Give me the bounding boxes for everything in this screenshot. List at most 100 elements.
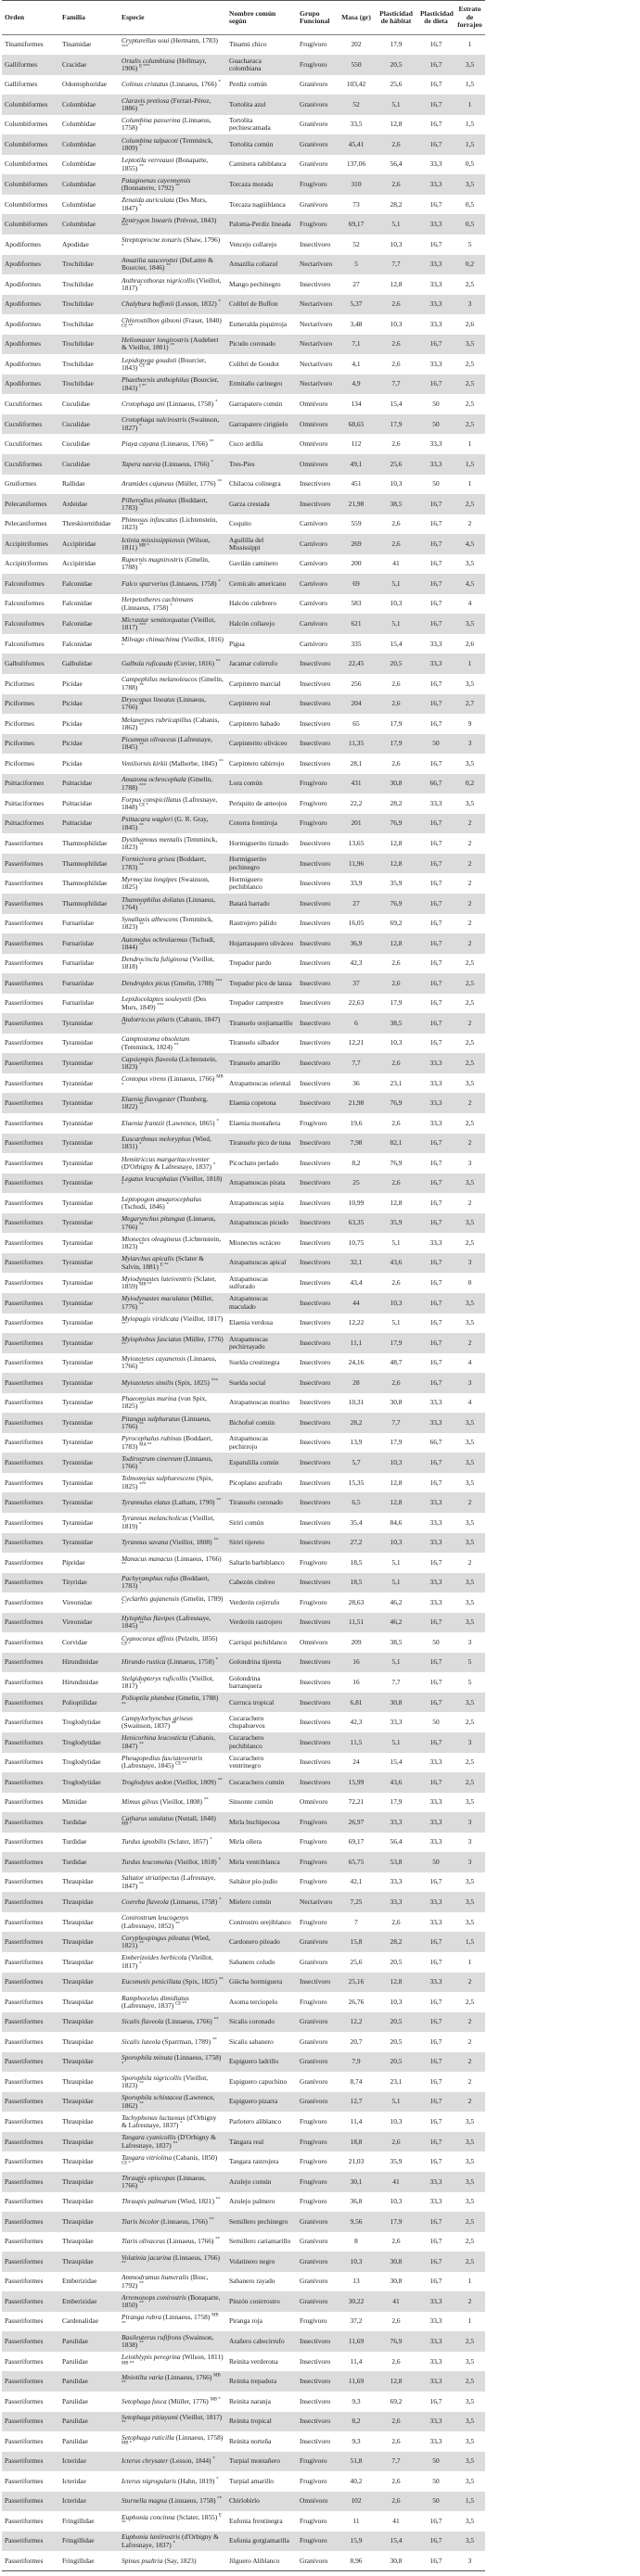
diet-plasticity-cell: 16,7 [429, 699, 442, 708]
species-cell: Tapera naevia (Linnaeus, 1766) * [119, 454, 226, 475]
species-marks: * [122, 1182, 124, 1187]
species-cell: Chlorostilbon gibsoni (Fraser, 1840) CE … [119, 314, 226, 335]
diet-plasticity-cell: 16,7 [429, 239, 442, 248]
habitat-plasticity-cell: 2,6 [391, 539, 401, 548]
familia-cell: Thraupidae [62, 2117, 94, 2126]
table-row: Passeriformes Tyrannidae Pyrocephalus rubi… [2, 1433, 485, 1453]
foraging-stratum-cell: 5 [467, 239, 472, 248]
familia-cell: Thraupidae [62, 2076, 94, 2086]
table-row: Pelecaniformes Ardeidae Pilherodius pileat… [2, 494, 485, 514]
species-author: (Bonaparte, 1850) [122, 2292, 221, 2310]
diet-plasticity-cell: 33,3 [429, 2316, 442, 2326]
species-author: (D'Orbigny & Lafresnaye, 1837) [122, 1161, 211, 1171]
foraging-stratum-cell: 3 [467, 1817, 472, 1826]
familia-cell: Cardenalidae [62, 2316, 98, 2326]
functional-group-cell: Insectívoro [300, 898, 331, 907]
species-name: Legatus leucophaius [122, 1174, 178, 1184]
common-name-cell: Espiguero ladrillo [229, 2057, 279, 2066]
habitat-plasticity-cell: 35,9 [390, 879, 403, 888]
species-cell: Eucometis penicillata (Spix, 1825) ** [119, 1973, 226, 1993]
functional-group-cell: Nectarívoro [300, 1897, 333, 1906]
common-name-cell: Amazilia coliazul [229, 260, 278, 269]
functional-group-cell: Granívoro [300, 80, 328, 89]
species-marks: * [166, 1202, 169, 1208]
familia-cell: Tinamidae [62, 40, 92, 49]
table-row: Galliformes Odontophoridae Colinus cristat… [2, 75, 485, 95]
familia-cell: Falconidae [62, 618, 93, 628]
mass-cell: 28,63 [348, 1597, 365, 1606]
species-marks: * [139, 1681, 142, 1687]
diet-plasticity-cell: 16,7 [429, 998, 442, 1008]
functional-group-cell: Insectívoro [300, 839, 331, 847]
table-row: Passeriformes Thraupidae Tiaris olivaceus … [2, 2232, 485, 2252]
common-name-cell: Cotorra frentiroja [229, 818, 277, 828]
mass-cell: 11,5 [350, 1737, 363, 1746]
table-row: Passeriformes Fringillidae Euphonia laniir… [2, 2531, 485, 2552]
common-name-cell: Atrapamoscas maculado [229, 1294, 268, 1311]
species-author: (Linnaeus, 1766) [167, 1074, 215, 1084]
common-name-cell: Aguililla del Mississippi [229, 535, 264, 552]
foraging-stratum-cell: 1,5 [465, 80, 475, 89]
species-name: Sicalis luteola [122, 2037, 161, 2046]
species-name: Piranga rubra [122, 2313, 161, 2322]
table-row: Passeriformes Furnariidae Lepidocolaptes s… [2, 994, 485, 1014]
familia-cell: Thraupidae [62, 2216, 94, 2226]
species-name: Tyrannus savana [122, 1538, 169, 1547]
familia-cell: Tyrannidae [62, 1118, 94, 1127]
species-author: (Sclater, 1855) [176, 2512, 218, 2521]
species-name: Emberizoides herbicola [122, 1953, 187, 1962]
foraging-stratum-cell: 2,5 [465, 399, 475, 408]
table-row: Passeriformes Tyrannidae Tyrannus melancho… [2, 1513, 485, 1533]
species-cell: Pilherodius pileatus (Boddaert, 1783) ** [119, 494, 226, 514]
species-name: Pitangus sulphuratus [122, 1414, 181, 1423]
mass-cell: 22,45 [348, 659, 365, 668]
diet-plasticity-cell: 16,7 [429, 2277, 442, 2286]
species-author: (Vieillot, 1817) [180, 1313, 224, 1323]
mass-cell: 25,16 [348, 1977, 365, 1986]
species-author: (Cabanis, 1862) [122, 715, 220, 731]
species-cell: Euphonia concinna (Sclater, 1855) E ** [119, 2511, 226, 2532]
orden-cell: Passeriformes [5, 1417, 44, 1427]
common-name-cell: Mirla ollera [229, 1837, 262, 1846]
functional-group-cell: Granívoro [300, 2556, 328, 2565]
species-marks: * [218, 579, 221, 585]
foraging-stratum-cell: 3,5 [465, 2456, 475, 2466]
diet-plasticity-cell: 16,7 [429, 1657, 442, 1667]
species-marks: ** [170, 344, 175, 349]
orden-cell: Accipitriformes [5, 559, 48, 568]
species-cell: Emberizoides herbicola (Vieillot, 1817) … [119, 1952, 226, 1973]
species-marks: CE ** [175, 2001, 187, 2007]
species-name: Manacus manacus [122, 1554, 173, 1563]
species-name: Turdus ignobilis [122, 1837, 166, 1846]
familia-cell: Falconidae [62, 599, 93, 608]
common-name-cell: Saltátor pío-judío [229, 1877, 277, 1886]
foraging-stratum-cell: 1,5 [465, 120, 475, 129]
familia-cell: Vireonidae [62, 1618, 93, 1627]
species-author: (Müller, 1776) [175, 479, 216, 489]
table-row: Passeriformes Thraupidae Thraupis episcopu… [2, 2172, 485, 2192]
habitat-plasticity-cell: 82,1 [390, 1138, 403, 1148]
common-name-cell: Carpintero habado [229, 718, 280, 728]
functional-group-cell: Frugívoro [300, 2316, 327, 2326]
table-row: Passeriformes Furnariidae Dendrocincla ful… [2, 954, 485, 974]
familia-cell: Thraupidae [62, 1977, 94, 1986]
habitat-plasticity-cell: 56,4 [390, 1837, 403, 1846]
species-cell: Saltator striatipectus (Lafresnaye, 1847… [119, 1872, 226, 1893]
diet-plasticity-cell: 33,3 [429, 659, 442, 668]
species-marks: *** [139, 1482, 147, 1488]
species-marks: ** [217, 1778, 223, 1783]
mass-cell: 18,5 [350, 1557, 363, 1567]
diet-plasticity-cell: 50 [432, 739, 440, 748]
species-marks: *** [215, 979, 223, 984]
foraging-stratum-cell: 3,5 [465, 1438, 475, 1447]
species-name: Tolmomyias sulphurescens [122, 1474, 195, 1483]
species-marks: * [180, 2121, 183, 2126]
mass-cell: 52 [352, 239, 360, 248]
foraging-stratum-cell: 3,5 [465, 1897, 475, 1906]
mass-cell: 36,9 [350, 938, 363, 947]
common-name-cell: Elaenia copetona [229, 1098, 276, 1108]
familia-cell: Emberizidae [62, 2296, 97, 2305]
foraging-stratum-cell: 3,5 [465, 559, 475, 568]
functional-group-cell: Frugívoro [300, 1597, 327, 1606]
species-cell: Atalotriccus pilaris (Cabanis, 1847) ** [119, 1013, 226, 1034]
